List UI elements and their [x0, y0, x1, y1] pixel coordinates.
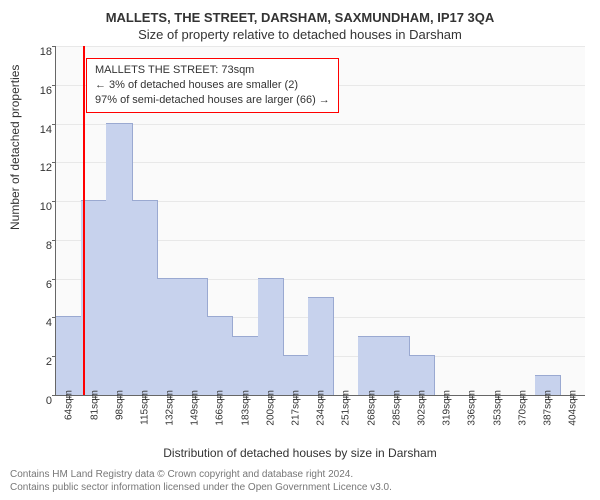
y-tick-mark — [52, 395, 56, 396]
x-tick-label: 81sqm — [89, 390, 100, 420]
x-tick-label: 64sqm — [64, 390, 75, 420]
plot-surface: 02468101214161864sqm81sqm98sqm115sqm132s… — [55, 46, 585, 396]
histogram-bar — [308, 297, 334, 395]
x-tick-label: 115sqm — [139, 390, 150, 425]
x-tick-label: 319sqm — [442, 390, 453, 426]
x-tick-label: 387sqm — [542, 390, 553, 426]
x-tick-label: 268sqm — [366, 390, 377, 426]
footer-line-1: Contains HM Land Registry data © Crown c… — [10, 469, 590, 482]
x-tick-label: 353sqm — [492, 390, 503, 426]
x-tick-label: 132sqm — [165, 390, 176, 426]
y-tick-mark — [52, 279, 56, 280]
gridline — [56, 124, 585, 125]
histogram-bar — [157, 278, 183, 395]
histogram-bar — [358, 336, 384, 395]
gridline — [56, 46, 585, 47]
y-tick-mark — [52, 85, 56, 86]
y-tick-label: 4 — [28, 317, 52, 329]
y-tick-label: 14 — [28, 124, 52, 136]
histogram-bar — [106, 123, 132, 395]
y-tick-label: 18 — [28, 46, 52, 58]
x-tick-label: 166sqm — [215, 390, 226, 426]
x-tick-label: 200sqm — [265, 390, 276, 426]
histogram-bar — [232, 336, 258, 395]
y-tick-label: 12 — [28, 162, 52, 174]
x-tick-label: 404sqm — [568, 390, 579, 426]
annotation-line-3: 97% of semi-detached houses are larger (… — [95, 93, 330, 108]
y-tick-label: 16 — [28, 85, 52, 97]
y-tick-mark — [52, 162, 56, 163]
y-tick-label: 6 — [28, 279, 52, 291]
histogram-bar — [207, 316, 233, 395]
footer-line-2: Contains public sector information licen… — [10, 482, 590, 495]
x-tick-label: 234sqm — [316, 390, 327, 426]
x-axis-label: Distribution of detached houses by size … — [0, 446, 600, 460]
footer-attribution: Contains HM Land Registry data © Crown c… — [10, 469, 590, 494]
x-tick-label: 183sqm — [240, 390, 251, 426]
y-tick-label: 8 — [28, 240, 52, 252]
x-tick-label: 98sqm — [114, 390, 125, 420]
y-axis-label: Number of detached properties — [8, 65, 22, 230]
histogram-bar — [182, 278, 208, 395]
y-tick-mark — [52, 201, 56, 202]
histogram-bar — [132, 200, 158, 395]
page-subtitle: Size of property relative to detached ho… — [0, 25, 600, 46]
x-tick-label: 251sqm — [341, 390, 352, 426]
histogram-bar — [383, 336, 409, 395]
y-tick-mark — [52, 124, 56, 125]
y-tick-label: 0 — [28, 395, 52, 407]
annotation-line-1: MALLETS THE STREET: 73sqm — [95, 63, 330, 78]
page-title: MALLETS, THE STREET, DARSHAM, SAXMUNDHAM… — [0, 0, 600, 25]
x-tick-label: 370sqm — [517, 390, 528, 426]
histogram-bar — [81, 200, 107, 395]
y-tick-mark — [52, 240, 56, 241]
annotation-box: MALLETS THE STREET: 73sqm← 3% of detache… — [86, 58, 339, 113]
y-tick-label: 10 — [28, 201, 52, 213]
property-marker-line — [83, 46, 85, 395]
x-tick-label: 217sqm — [291, 390, 302, 426]
annotation-line-2: ← 3% of detached houses are smaller (2) — [95, 78, 330, 93]
gridline — [56, 162, 585, 163]
chart-area: 02468101214161864sqm81sqm98sqm115sqm132s… — [55, 46, 585, 396]
y-tick-mark — [52, 46, 56, 47]
histogram-bar — [258, 278, 284, 395]
y-tick-label: 2 — [28, 356, 52, 368]
x-tick-label: 336sqm — [467, 390, 478, 426]
histogram-bar — [56, 316, 82, 395]
x-tick-label: 149sqm — [190, 390, 201, 426]
x-tick-label: 302sqm — [417, 390, 428, 426]
x-tick-label: 285sqm — [391, 390, 402, 426]
